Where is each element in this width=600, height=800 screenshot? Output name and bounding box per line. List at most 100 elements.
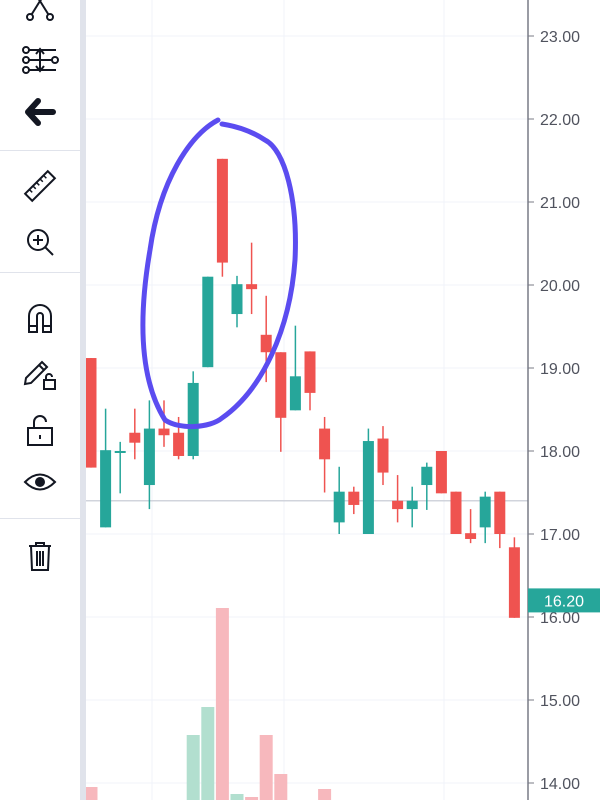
magnet-icon	[28, 304, 52, 333]
price-tick-label: 14.00	[540, 776, 580, 793]
candle	[216, 158, 228, 277]
unlock-icon	[27, 415, 53, 446]
ruler-icon	[23, 169, 57, 203]
lock-drawings-tool[interactable]	[18, 354, 62, 394]
candle	[392, 475, 404, 523]
zoom-in-icon	[27, 229, 54, 256]
candle	[377, 426, 389, 486]
price-tick-label: 16.00	[540, 610, 580, 627]
candle	[289, 325, 301, 411]
price-tick-label: 21.00	[540, 195, 580, 212]
candle-body	[421, 466, 433, 486]
candle-body	[479, 496, 491, 528]
drawing-toolbar	[0, 0, 80, 800]
price-tick-label: 15.00	[540, 693, 580, 710]
candle	[246, 242, 258, 315]
price-tick-label: 17.00	[540, 527, 580, 544]
price-axis[interactable]: 23.00 22.00 21.00 20.00 19.00 18.00 17.00 16.00…	[528, 29, 580, 793]
visibility-tool[interactable]	[18, 462, 62, 502]
candle	[406, 486, 418, 528]
candle	[129, 408, 141, 460]
candle-body	[319, 428, 331, 460]
candle	[508, 537, 520, 618]
candle-body	[202, 276, 214, 368]
candle	[494, 491, 506, 549]
toolbar-separator	[0, 518, 80, 519]
last-price-text: 16.20	[544, 593, 584, 610]
toolbar-divider	[80, 0, 86, 800]
pattern-icon	[26, 0, 54, 21]
price-tick-label: 23.00	[540, 29, 580, 46]
last-price-label: 16.20	[528, 588, 600, 613]
candle-body	[392, 500, 404, 510]
candle-body	[100, 450, 112, 528]
grid	[86, 0, 528, 800]
volume-bar	[215, 608, 229, 800]
candle	[304, 351, 316, 411]
candles	[85, 158, 520, 618]
candle	[85, 358, 97, 468]
candle-body	[289, 376, 301, 411]
candle-body	[362, 441, 374, 534]
candle	[143, 400, 155, 510]
candle-body	[508, 547, 520, 618]
volume-bar	[201, 707, 215, 800]
candle-body	[333, 491, 345, 523]
candle-body	[129, 432, 141, 443]
remove-drawings-button[interactable]	[18, 536, 62, 576]
toolbar-separator	[0, 272, 80, 273]
candle	[275, 352, 287, 452]
candle-body	[246, 284, 258, 290]
candle	[114, 441, 126, 494]
candle	[100, 408, 112, 528]
candle	[450, 491, 462, 534]
candle	[362, 428, 374, 534]
zoom-in-tool[interactable]	[18, 222, 62, 262]
candle-body	[85, 358, 97, 468]
lock-drawing-icon	[23, 360, 56, 390]
ruler-tool[interactable]	[18, 166, 62, 206]
volume-bar	[245, 797, 259, 800]
candle-body	[143, 428, 155, 486]
candle-body	[114, 451, 126, 453]
candle	[231, 275, 243, 328]
pattern-tool[interactable]	[18, 0, 62, 28]
hand-drawn-circle-annotation[interactable]	[140, 117, 298, 429]
back-button[interactable]	[18, 92, 62, 132]
candle-body	[158, 428, 170, 436]
candle	[187, 371, 199, 460]
candle	[465, 509, 477, 544]
candle-body	[231, 284, 243, 315]
volume-bar	[186, 735, 200, 800]
unlock-tool[interactable]	[18, 410, 62, 450]
eye-icon	[23, 473, 57, 491]
candle-body	[450, 491, 462, 534]
candle	[319, 416, 331, 493]
candle-body	[348, 491, 360, 505]
price-tick-label: 22.00	[540, 112, 580, 129]
candle	[435, 451, 447, 494]
candle-body	[275, 352, 287, 418]
fib-channel-tool[interactable]	[18, 40, 62, 80]
candle	[479, 491, 491, 544]
candle-body	[406, 500, 418, 510]
volume-bar	[84, 787, 98, 800]
candle-body	[260, 334, 272, 353]
candle-body	[377, 438, 389, 473]
volume-bar	[274, 774, 288, 800]
price-tick-label: 18.00	[540, 444, 580, 461]
candle	[158, 400, 170, 447]
candle-body	[304, 351, 316, 393]
candle	[333, 466, 345, 534]
candle	[202, 276, 214, 368]
candle-body	[435, 451, 447, 494]
back-arrow-icon	[25, 98, 56, 126]
volume-bar	[318, 789, 332, 800]
candle-body	[216, 158, 228, 263]
trash-icon	[29, 542, 51, 571]
volume-bar	[230, 794, 244, 800]
candle-body	[187, 382, 199, 456]
candle-body	[494, 491, 506, 534]
magnet-tool[interactable]	[18, 298, 62, 338]
